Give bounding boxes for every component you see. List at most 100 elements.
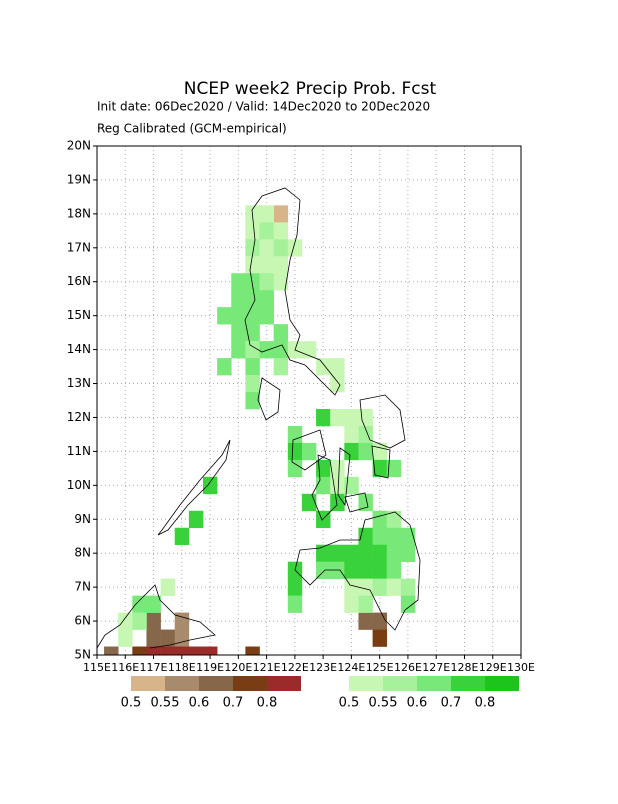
prob-cell — [231, 324, 246, 342]
prob-cell — [118, 629, 133, 647]
prob-cell — [330, 459, 345, 478]
x-tick-label: 128E — [450, 661, 478, 674]
y-tick-label: 9N — [74, 512, 91, 526]
plot-frame — [96, 145, 522, 656]
y-tick-label: 8N — [74, 546, 91, 560]
prob-cell — [245, 324, 260, 342]
prob-cell — [245, 273, 260, 291]
legend-label: 0.55 — [369, 696, 398, 711]
cebu — [337, 447, 351, 507]
x-tick-label: 120E — [224, 661, 252, 674]
prob-cell — [330, 493, 345, 512]
prob-cell — [217, 307, 232, 325]
legend-swatch — [417, 676, 451, 691]
legend-label: 0.7 — [223, 696, 244, 711]
legend-label: 0.55 — [151, 696, 180, 711]
prob-cell — [372, 629, 388, 647]
prob-cell — [132, 646, 147, 655]
prob-cell — [146, 612, 161, 630]
prob-cell — [287, 595, 303, 613]
y-tick-label: 5N — [74, 648, 91, 662]
prob-cell — [372, 459, 388, 478]
prob-cell — [259, 307, 274, 325]
x-tick-label: 118E — [168, 661, 196, 674]
y-tick-label: 11N — [67, 444, 91, 458]
legend-label: 0.7 — [441, 696, 462, 711]
axes: 115E 116E 117E 118E 119E 120E 121E 122E 123E 124E… — [67, 139, 535, 675]
prob-cell — [231, 341, 246, 359]
y-tick-label: 14N — [67, 342, 91, 356]
prob-cell — [372, 612, 388, 630]
prob-cell — [245, 646, 260, 655]
x-tick-label: 123E — [309, 661, 337, 674]
prob-cell — [386, 510, 402, 529]
prob-cell — [344, 408, 359, 427]
prob-cell — [118, 612, 133, 630]
prob-cell — [372, 442, 388, 461]
prob-cell — [259, 205, 274, 223]
prob-cell — [330, 358, 345, 376]
prob-cell — [217, 358, 232, 376]
palawan — [157, 439, 231, 536]
legend-swatch — [451, 676, 485, 691]
prob-cell — [132, 612, 147, 630]
prob-cell — [358, 493, 373, 512]
legend-label: 0.6 — [407, 696, 428, 711]
legend-label: 0.5 — [121, 696, 142, 711]
prob-cell — [146, 646, 161, 655]
prob-cell — [287, 459, 303, 478]
prob-cell — [146, 595, 161, 613]
prob-cell — [287, 442, 303, 461]
prob-cell — [358, 544, 373, 562]
prob-cell — [273, 205, 289, 223]
leyte — [371, 445, 391, 479]
legend-swatch — [267, 676, 301, 691]
note: Reg Calibrated (GCM-empirical) — [97, 122, 287, 136]
prob-cell — [316, 408, 331, 427]
prob-cell — [344, 442, 359, 461]
legend-swatch — [131, 676, 165, 691]
legend-label: 0.8 — [475, 696, 496, 711]
prob-cell — [259, 239, 274, 257]
x-tick-label: 130E — [507, 661, 535, 674]
y-tick-label: 15N — [67, 308, 91, 322]
prob-cell — [386, 561, 402, 579]
prob-cell — [231, 290, 246, 308]
prob-cell — [245, 239, 260, 257]
legend-label: 0.5 — [339, 696, 360, 711]
prob-cell — [372, 578, 388, 596]
prob-cell — [287, 578, 303, 596]
y-tick-label: 10N — [67, 478, 91, 492]
mindanao — [294, 511, 421, 631]
prob-cell — [344, 561, 359, 579]
y-tick-label: 18N — [67, 206, 91, 220]
x-tick-label: 122E — [281, 661, 309, 674]
legend-swatch — [349, 676, 383, 691]
legend: 0.5 0.55 0.6 0.7 0.8 0.5 0.55 0.6 0.7 0.8 — [121, 676, 519, 711]
prob-cell — [203, 476, 218, 495]
prob-cell — [160, 629, 176, 647]
prob-cell — [358, 561, 373, 579]
prob-cell — [245, 341, 260, 359]
prob-cell — [231, 307, 246, 325]
prob-cell — [330, 408, 345, 427]
legend-swatch — [383, 676, 417, 691]
prob-cell — [245, 358, 260, 376]
prob-cell — [273, 256, 289, 274]
prob-cell — [372, 527, 388, 546]
prob-cell — [344, 476, 359, 495]
prob-cell — [386, 527, 402, 546]
prob-cell — [245, 222, 260, 240]
x-tick-label: 124E — [337, 661, 365, 674]
subtitle: Init date: 06Dec2020 / Valid: 14Dec2020 … — [97, 100, 430, 114]
prob-cell — [287, 239, 303, 257]
x-tick-label: 115E — [83, 661, 111, 674]
prob-cell — [372, 561, 388, 579]
y-tick-label: 20N — [67, 139, 91, 153]
prob-cell — [174, 527, 190, 546]
prob-cell — [231, 273, 246, 291]
legend-swatch — [165, 676, 199, 691]
x-tick-label: 129E — [479, 661, 507, 674]
coastline — [96, 187, 421, 649]
